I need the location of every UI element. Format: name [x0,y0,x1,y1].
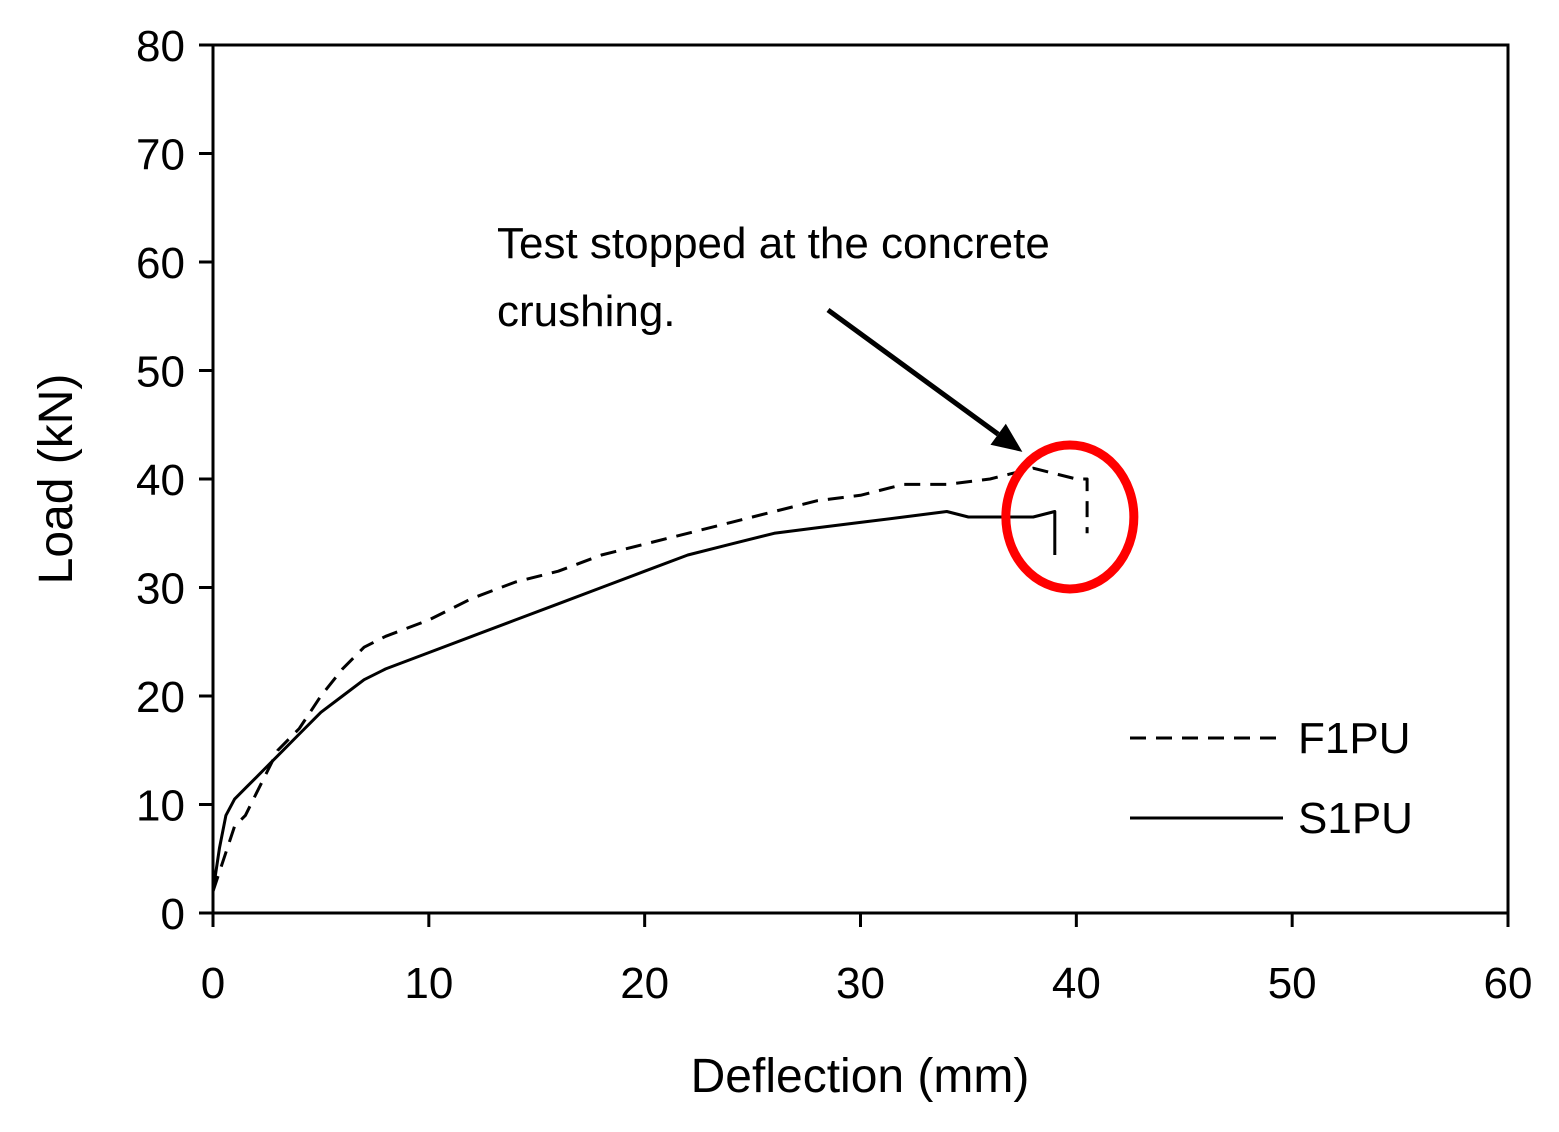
y-tick-label: 60 [136,239,185,288]
x-tick-label: 40 [1052,959,1101,1008]
x-tick-label: 0 [201,959,225,1008]
y-tick-label: 30 [136,565,185,614]
y-tick-label: 0 [161,890,185,939]
x-tick-label: 30 [836,959,885,1008]
annotation-text: crushing. [497,287,676,336]
x-tick-label: 10 [404,959,453,1008]
series-line-f1pu [211,466,1089,892]
legend-label-f1pu: F1PU [1298,714,1410,763]
legend: F1PU S1PU [1130,714,1413,843]
annotation-arrow-shaft [826,307,1000,437]
y-tick-label: 20 [136,673,185,722]
x-axis-title: Deflection (mm) [691,1050,1030,1103]
y-tick-label: 40 [136,456,185,505]
x-tick-label: 20 [620,959,669,1008]
x-tick-label: 60 [1484,959,1533,1008]
annotation-text: Test stopped at the concrete [497,219,1050,268]
highlight-circle [1001,440,1139,594]
plot-area-frame [211,43,1510,915]
highlight [1001,440,1139,594]
y-tick-label: 80 [136,22,185,71]
y-tick-label: 10 [136,782,185,831]
x-axis-ticks: 0 10 20 30 40 50 60 [201,913,1533,1008]
legend-label-s1pu: S1PU [1298,794,1413,843]
y-tick-label: 50 [136,348,185,397]
annotation: Test stopped at the concrete crushing. [497,219,1050,452]
series-line-s1pu [211,510,1057,892]
y-axis-ticks: 0 10 20 30 40 50 60 70 80 [136,22,213,939]
x-tick-label: 50 [1268,959,1317,1008]
series-lines [211,466,1089,892]
y-axis-title: Load (kN) [30,374,83,585]
annotation-arrow-head [990,423,1023,452]
y-tick-label: 70 [136,131,185,180]
